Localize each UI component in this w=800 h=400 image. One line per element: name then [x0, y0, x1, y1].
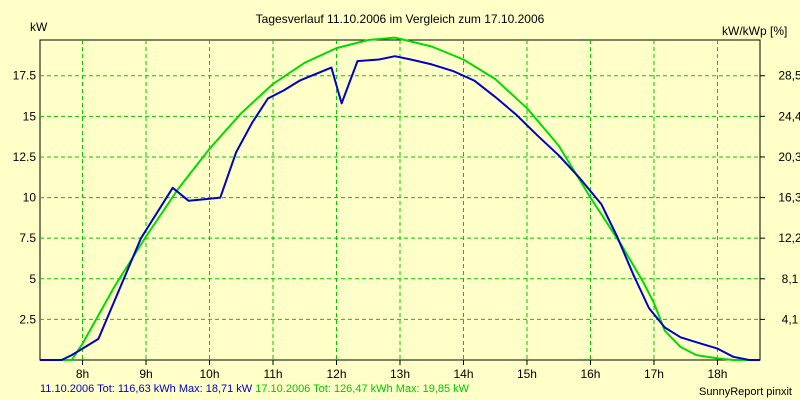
x-tick-label: 8h — [76, 367, 89, 380]
legend-series-1: 11.10.2006 Tot: 116,63 kWh Max: 18,71 kW — [40, 383, 253, 395]
y-tick-label: 7.5 — [19, 231, 36, 245]
series-line-17-10-2006 — [40, 36, 760, 361]
line-chart: 8h 9h 10h 11h 12h 13h 14h 15h 16h 17h 18h 2.5 5 7.5 1… — [13, 12, 800, 380]
x-tick-label: 10h — [200, 367, 220, 380]
y-tick-label: 12.5 — [13, 150, 37, 164]
y-axis-ticks: 2.5 5 7.5 10 12.5 15 17.5 — [13, 69, 37, 327]
y-axis-label: kW — [30, 20, 48, 34]
x-tick-label: 9h — [139, 367, 152, 380]
legend-footer: 11.10.2006 Tot: 116,63 kWh Max: 18,71 kW… — [40, 383, 469, 395]
chart-title: Tagesverlauf 11.10.2006 im Vergleich zum… — [256, 12, 545, 26]
y2-axis-label: kW/kWp [%] — [722, 24, 787, 38]
x-tick-label: 18h — [707, 367, 727, 380]
y-tick-label: 5 — [29, 272, 36, 286]
y-tick-label: 17.5 — [13, 69, 37, 83]
y2-axis-ticks: 4,1 8,1 12,2 16,3 20,3 24,4 28,5 — [760, 69, 800, 326]
x-tick-label: 14h — [453, 367, 473, 380]
grid-lines — [40, 40, 760, 360]
x-axis-ticks: 8h 9h 10h 11h 12h 13h 14h 15h 16h 17h 18h — [76, 360, 727, 380]
y-tick-label: 15 — [23, 109, 37, 123]
legend-series-2: 17.10.2006 Tot: 126,47 kWh Max: 19,85 kW — [255, 383, 470, 395]
y2-tick-label: 8,1 — [782, 272, 799, 286]
credit-text: SunnyReport pinxit — [699, 386, 792, 398]
y2-tick-label: 12,2 — [778, 231, 800, 245]
y2-tick-label: 4,1 — [782, 312, 799, 326]
x-tick-label: 16h — [580, 367, 600, 380]
y2-tick-label: 28,5 — [778, 69, 800, 83]
x-tick-label: 11h — [263, 367, 282, 380]
x-tick-label: 17h — [644, 367, 664, 380]
series-line-11-10-2006 — [40, 55, 760, 361]
y2-tick-label: 24,4 — [778, 109, 800, 123]
x-tick-label: 12h — [326, 367, 346, 380]
y-tick-label: 10 — [23, 191, 37, 205]
series-lines — [40, 36, 760, 361]
y2-tick-label: 16,3 — [778, 191, 800, 205]
x-tick-label: 13h — [390, 367, 410, 380]
y2-tick-label: 20,3 — [778, 150, 800, 164]
x-tick-label: 15h — [517, 367, 537, 380]
y-tick-label: 2.5 — [19, 312, 36, 326]
